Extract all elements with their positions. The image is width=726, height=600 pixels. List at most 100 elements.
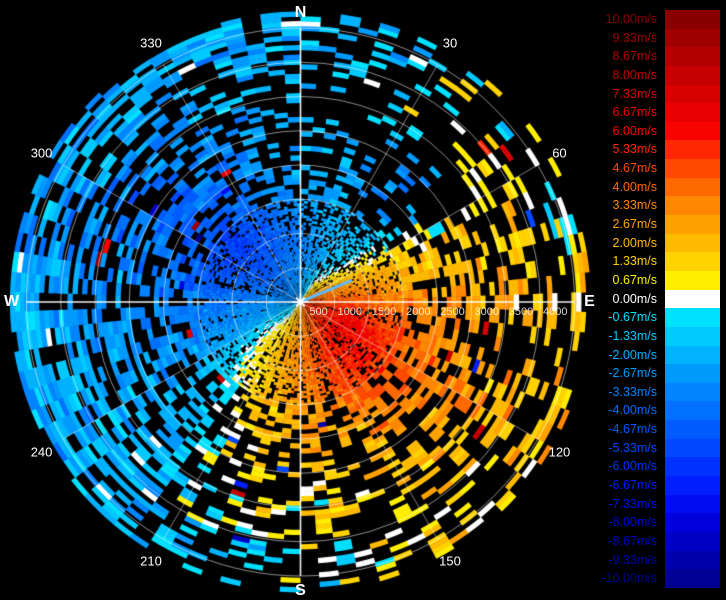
legend-row: 5.33m/s — [600, 140, 720, 160]
azimuth-label-240: 240 — [30, 444, 53, 459]
range-ring-label-2000: 2000 — [406, 306, 431, 318]
legend-color-swatch — [664, 196, 720, 216]
legend-value-label: 2.00m/s — [612, 235, 658, 250]
legend-color-swatch — [664, 28, 720, 48]
legend-value-label: -5.33m/s — [608, 440, 658, 455]
legend-value-label: -0.67m/s — [608, 310, 658, 325]
legend-color-swatch — [664, 103, 720, 122]
legend-row: 1.33m/s — [600, 252, 720, 271]
legend-color-swatch — [664, 420, 720, 439]
legend-row: -5.33m/s — [600, 438, 720, 458]
legend-color-swatch — [664, 215, 720, 234]
legend-color-swatch — [664, 513, 720, 532]
legend-value-label: -10.00m/s — [601, 571, 658, 586]
legend-color-swatch — [664, 10, 720, 29]
legend-row: -6.00m/s — [600, 457, 720, 477]
legend-value-label: 2.67m/s — [612, 217, 658, 232]
legend-value-label: 9.33m/s — [612, 30, 658, 45]
legend-color-swatch — [664, 252, 720, 271]
compass-label-e: E — [584, 293, 595, 310]
range-ring-label-1500: 1500 — [371, 306, 397, 318]
legend-row: 0.67m/s — [600, 270, 720, 290]
legend-value-label: -8.67m/s — [608, 533, 658, 548]
range-ring-label-500: 500 — [309, 306, 328, 318]
legend-value-label: -6.00m/s — [608, 459, 658, 474]
legend-row: 8.00m/s — [600, 65, 720, 85]
legend-value-label: -8.00m/s — [608, 515, 658, 530]
legend-color-swatch — [664, 476, 720, 495]
range-ring-label-2500: 2500 — [440, 306, 465, 318]
legend-value-label: -3.33m/s — [608, 384, 658, 399]
range-ring-label-4000: 4000 — [543, 306, 568, 318]
legend-row: -4.00m/s — [600, 401, 720, 421]
legend-value-label: 10.00m/s — [605, 12, 658, 26]
legend-color-swatch — [664, 289, 720, 309]
legend-color-swatch — [664, 494, 720, 514]
azimuth-label-330: 330 — [140, 35, 162, 51]
legend-color-swatch — [664, 382, 720, 402]
legend-color-swatch — [664, 569, 720, 588]
legend-color-swatch — [664, 177, 720, 197]
legend-row: -7.33m/s — [600, 494, 720, 514]
legend-row: 10.00m/s — [600, 10, 720, 29]
legend-value-label: -6.67m/s — [608, 478, 658, 493]
legend-color-swatch — [664, 121, 720, 141]
legend-row: 6.67m/s — [600, 103, 720, 122]
legend-row: 4.67m/s — [600, 159, 720, 178]
range-ring-label-3500: 3500 — [508, 306, 534, 318]
legend-color-swatch — [664, 345, 720, 365]
legend-color-swatch — [664, 308, 720, 327]
legend-row: 3.33m/s — [600, 196, 720, 216]
compass-label-w: W — [3, 293, 20, 310]
legend-value-label: 4.67m/s — [612, 161, 658, 176]
legend-value-label: 8.00m/s — [612, 67, 658, 82]
legend-value-label: -2.00m/s — [608, 347, 658, 362]
legend-value-label: 6.00m/s — [612, 123, 658, 138]
legend-value-label: 3.33m/s — [612, 198, 658, 213]
legend-row: -0.67m/s — [600, 308, 720, 327]
legend-color-swatch — [664, 457, 720, 477]
legend-color-swatch — [664, 159, 720, 178]
legend-row: 2.67m/s — [600, 215, 720, 234]
legend-color-swatch — [664, 47, 720, 66]
azimuth-label-120: 120 — [548, 444, 571, 459]
legend-row: 2.00m/s — [600, 233, 720, 253]
legend-color-swatch — [664, 364, 720, 383]
legend-row: 6.00m/s — [600, 121, 720, 141]
legend-value-label: -9.33m/s — [608, 552, 658, 567]
legend-color-swatch — [664, 550, 720, 570]
legend-row: -8.67m/s — [600, 531, 720, 551]
legend-color-swatch — [664, 270, 720, 290]
azimuth-label-300: 300 — [30, 145, 53, 160]
legend-row: -3.33m/s — [600, 382, 720, 402]
legend-row: -9.33m/s — [600, 550, 720, 570]
legend-row: 9.33m/s — [600, 28, 720, 48]
legend-value-label: 6.67m/s — [612, 105, 658, 120]
legend-value-label: 0.00m/s — [612, 291, 658, 306]
legend-row: -4.67m/s — [600, 420, 720, 439]
legend-value-label: -7.33m/s — [608, 496, 658, 511]
legend-row: 0.00m/s — [600, 289, 720, 309]
legend-color-swatch — [664, 84, 720, 104]
legend-color-swatch — [664, 531, 720, 551]
legend-row: -8.00m/s — [600, 513, 720, 532]
legend-color-swatch — [664, 401, 720, 421]
legend-row: -6.67m/s — [600, 476, 720, 495]
legend-value-label: 5.33m/s — [612, 142, 658, 157]
legend-color-swatch — [664, 65, 720, 85]
velocity-color-legend: 10.00m/s 9.33m/s 8.67m/s 8.00m/s 7.33m/s 6.67… — [600, 10, 720, 588]
range-ring-label-1000: 1000 — [337, 306, 362, 318]
legend-color-swatch — [664, 140, 720, 160]
legend-value-label: 0.67m/s — [612, 272, 658, 287]
azimuth-label-150: 150 — [439, 553, 461, 569]
legend-value-label: 4.00m/s — [612, 179, 658, 194]
legend-row: -1.33m/s — [600, 326, 720, 346]
legend-value-label: -4.67m/s — [608, 422, 658, 437]
legend-value-label: -4.00m/s — [608, 403, 658, 418]
legend-value-label: -1.33m/s — [608, 328, 658, 343]
legend-row: -2.00m/s — [600, 345, 720, 365]
legend-value-label: 1.33m/s — [612, 254, 658, 269]
range-ring-label-3000: 3000 — [474, 306, 499, 318]
